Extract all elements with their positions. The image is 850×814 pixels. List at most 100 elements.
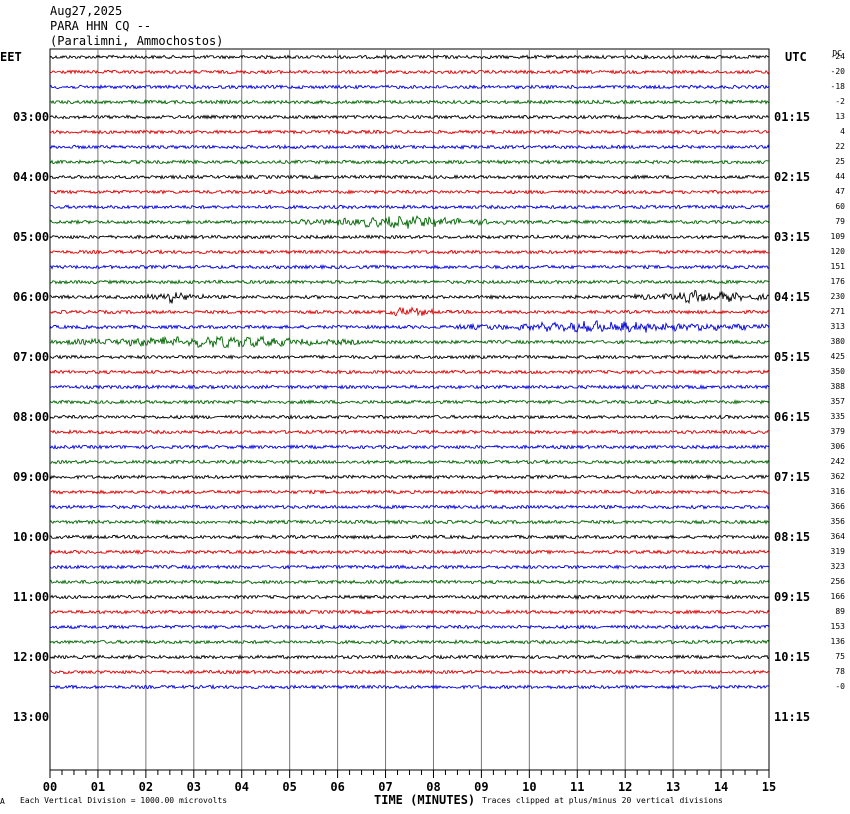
dc-offset-label: 316 [830, 487, 845, 496]
minute-tick-label: 14 [713, 780, 729, 794]
right-hour-label: 07:15 [774, 470, 811, 484]
dc-offset-label: 13 [835, 112, 845, 121]
left-hour-label: 08:00 [13, 410, 50, 424]
x-axis-label: TIME (MINUTES) [374, 793, 476, 807]
trace-row [50, 683, 770, 690]
trace-row [49, 335, 770, 349]
trace-row [49, 549, 770, 556]
dc-offset-label: 364 [830, 532, 845, 541]
trace-row [49, 234, 770, 240]
dc-offset-label: -24 [830, 52, 845, 61]
dc-offset-label: 25 [835, 157, 845, 166]
trace-row [49, 204, 770, 210]
dc-offset-label: 78 [835, 667, 845, 676]
dc-offset-label: 350 [830, 367, 845, 376]
scale-note: Each Vertical Division = 1000.00 microvo… [20, 796, 228, 805]
footer-marker: A [0, 797, 5, 806]
trace-row [49, 609, 770, 615]
trace-row [49, 399, 770, 405]
right-hour-label: 04:15 [774, 290, 811, 304]
trace-row [49, 384, 770, 390]
left-hour-label: 12:00 [13, 650, 50, 664]
date-label: Aug27,2025 [50, 4, 123, 18]
dc-offset-label: 256 [830, 577, 845, 586]
right-hour-label: 02:15 [774, 170, 811, 184]
trace-row [49, 669, 770, 675]
time-axis [49, 769, 770, 778]
clip-note: Traces clipped at plus/minus 20 vertical… [482, 796, 723, 805]
trace-row [49, 159, 770, 165]
dc-offset-label: 79 [835, 217, 845, 226]
dc-offset-label: 313 [830, 322, 845, 331]
minute-tick-label: 12 [617, 780, 633, 794]
right-hour-label: 08:15 [774, 530, 811, 544]
trace-row [50, 624, 770, 630]
trace-row [49, 489, 770, 495]
dc-offset-label: 136 [830, 637, 845, 646]
plot-frame [49, 48, 770, 771]
trace-row [49, 114, 770, 120]
trace-row [49, 320, 770, 333]
left-hour-label: 13:00 [13, 710, 50, 724]
trace-row [49, 174, 770, 180]
left-hour-label: 04:00 [13, 170, 50, 184]
right-hour-label: 09:15 [774, 590, 811, 604]
minute-tick-label: 15 [761, 780, 777, 794]
location-label: (Paralimni, Ammochostos) [50, 34, 224, 48]
dc-offset-label: -20 [830, 67, 845, 76]
dc-offset-label: 120 [830, 247, 845, 256]
trace-row [49, 369, 770, 375]
dc-offset-label: 89 [835, 607, 845, 616]
dc-offset-label: 22 [835, 142, 845, 151]
trace-row [49, 53, 770, 60]
trace-row [49, 189, 770, 195]
dc-offset-label: 319 [830, 547, 845, 556]
trace-row [49, 534, 770, 540]
dc-offset-label: 44 [835, 172, 845, 181]
left-hour-label: 03:00 [13, 110, 50, 124]
trace-row [49, 564, 770, 570]
dc-offset-label: 151 [830, 262, 845, 271]
dc-offset-label: 362 [830, 472, 845, 481]
trace-row [49, 129, 770, 135]
trace-row [49, 639, 770, 645]
dc-offset-label: 388 [830, 382, 845, 391]
trace-row [49, 414, 769, 420]
left-hour-label: 06:00 [13, 290, 50, 304]
dc-offset-label: 357 [830, 397, 845, 406]
right-hour-label: 05:15 [774, 350, 811, 364]
left-hour-label: 05:00 [13, 230, 50, 244]
minute-gridlines [49, 48, 770, 771]
trace-row [49, 144, 770, 150]
trace-row [49, 289, 770, 305]
dc-offset-label: -2 [835, 97, 845, 106]
dc-offset-label: 271 [830, 307, 845, 316]
right-timezone-label: UTC [785, 50, 807, 64]
right-hour-label: 10:15 [774, 650, 811, 664]
trace-row [49, 458, 770, 465]
seismic-traces [49, 53, 770, 690]
trace-row [49, 69, 770, 75]
station-label: PARA HHN CQ -- [50, 19, 152, 33]
trace-row [49, 248, 770, 255]
left-hour-label: 10:00 [13, 530, 50, 544]
dc-offset-label: 4 [840, 127, 845, 136]
trace-row [49, 279, 770, 285]
right-hour-label: 06:15 [774, 410, 811, 424]
trace-row [49, 99, 770, 106]
minute-tick-label: 05 [282, 780, 297, 794]
dc-offset-label: 230 [830, 292, 845, 301]
right-hour-label: 11:15 [774, 710, 811, 724]
dc-offset-label: 166 [830, 592, 845, 601]
minute-tick-label: 09 [474, 780, 489, 794]
dc-offset-label: 323 [830, 562, 845, 571]
minute-tick-label: 13 [665, 780, 681, 794]
dc-offset-label: 356 [830, 517, 845, 526]
trace-row [49, 444, 770, 450]
dc-offset-label: 379 [830, 427, 845, 436]
minute-tick-label: 08 [426, 780, 441, 794]
trace-row [49, 354, 770, 360]
dc-offset-label: 109 [830, 232, 845, 241]
dc-offset-label: 60 [835, 202, 845, 211]
